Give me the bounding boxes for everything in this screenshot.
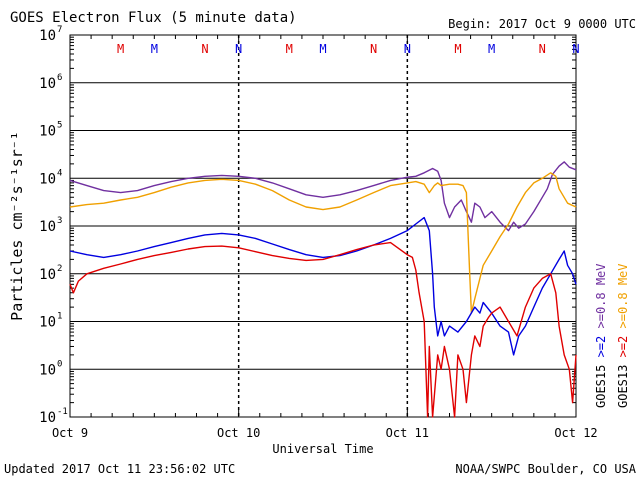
marker-label: N bbox=[370, 42, 377, 56]
legend-item: >=0.8 MeV bbox=[616, 263, 630, 335]
x-tick-label: Oct 9 bbox=[52, 426, 88, 440]
y-tick-label: 10 bbox=[39, 410, 56, 426]
updated-timestamp: Updated 2017 Oct 11 23:56:02 UTC bbox=[4, 462, 235, 476]
begin-date: Begin: 2017 Oct 9 0000 UTC bbox=[448, 17, 636, 31]
x-tick-label: Oct 12 bbox=[554, 426, 597, 440]
y-tick-label: 10 bbox=[39, 76, 56, 92]
marker-label: N bbox=[235, 42, 242, 56]
x-tick-labels: Oct 9 Oct 10 Oct 11 Oct 12 bbox=[52, 426, 598, 440]
y-tick-label: 10 bbox=[39, 267, 56, 283]
marker-label: M bbox=[151, 42, 158, 56]
y-tick-exponent: 2 bbox=[57, 264, 62, 274]
x-axis-label: Universal Time bbox=[272, 442, 373, 456]
y-tick-label: 10 bbox=[39, 171, 56, 187]
marker-label: M bbox=[117, 42, 124, 56]
y-tick-label: 10 bbox=[39, 315, 56, 331]
y-tick-label: 10 bbox=[39, 219, 56, 235]
y-tick-exponent: 0 bbox=[57, 359, 62, 369]
y-tick-exponent: 1 bbox=[57, 312, 62, 322]
y-tick-exponent: -1 bbox=[57, 407, 68, 417]
marker-label: M bbox=[319, 42, 326, 56]
legend-item: >=2 bbox=[594, 336, 608, 365]
series-line bbox=[69, 161, 577, 232]
legend-entry: GOES15 >=2 >=0.8 MeV bbox=[594, 263, 608, 408]
y-tick-label: 10 bbox=[39, 124, 56, 140]
y-tick-exponent: 4 bbox=[57, 168, 62, 178]
series-line bbox=[69, 216, 577, 356]
series-line bbox=[69, 241, 577, 418]
marker-label: M bbox=[454, 42, 461, 56]
chart-title: GOES Electron Flux (5 minute data) bbox=[10, 10, 297, 26]
marker-label: N bbox=[572, 42, 579, 56]
marker-label: N bbox=[404, 42, 411, 56]
legend-item: >=2 bbox=[616, 336, 630, 365]
marker-label: N bbox=[539, 42, 546, 56]
legend-entry: GOES13 >=2 >=0.8 MeV bbox=[616, 263, 630, 408]
legend-satellite: GOES15 bbox=[594, 365, 608, 408]
y-tick-label: 10 bbox=[39, 362, 56, 378]
marker-label: M bbox=[488, 42, 495, 56]
marker-label: N bbox=[201, 42, 208, 56]
y-tick-exponent: 3 bbox=[57, 216, 62, 226]
y-axis-label: Particles cm⁻²s⁻¹sr⁻¹ bbox=[8, 131, 26, 321]
legend-item: >=0.8 MeV bbox=[594, 263, 608, 335]
x-tick-label: Oct 11 bbox=[386, 426, 429, 440]
y-tick-exponent: 7 bbox=[57, 25, 62, 35]
series-line bbox=[69, 172, 577, 314]
day-dividers bbox=[69, 35, 577, 417]
y-tick-exponent: 5 bbox=[57, 121, 62, 131]
x-tick-label: Oct 10 bbox=[217, 426, 260, 440]
y-tick-exponent: 6 bbox=[57, 73, 62, 83]
series-lines bbox=[69, 161, 577, 418]
y-tick-label: 10 bbox=[39, 28, 56, 44]
marker-label: M bbox=[286, 42, 293, 56]
credit: NOAA/SWPC Boulder, CO USA bbox=[455, 462, 636, 476]
legend-satellite: GOES13 bbox=[616, 365, 630, 408]
